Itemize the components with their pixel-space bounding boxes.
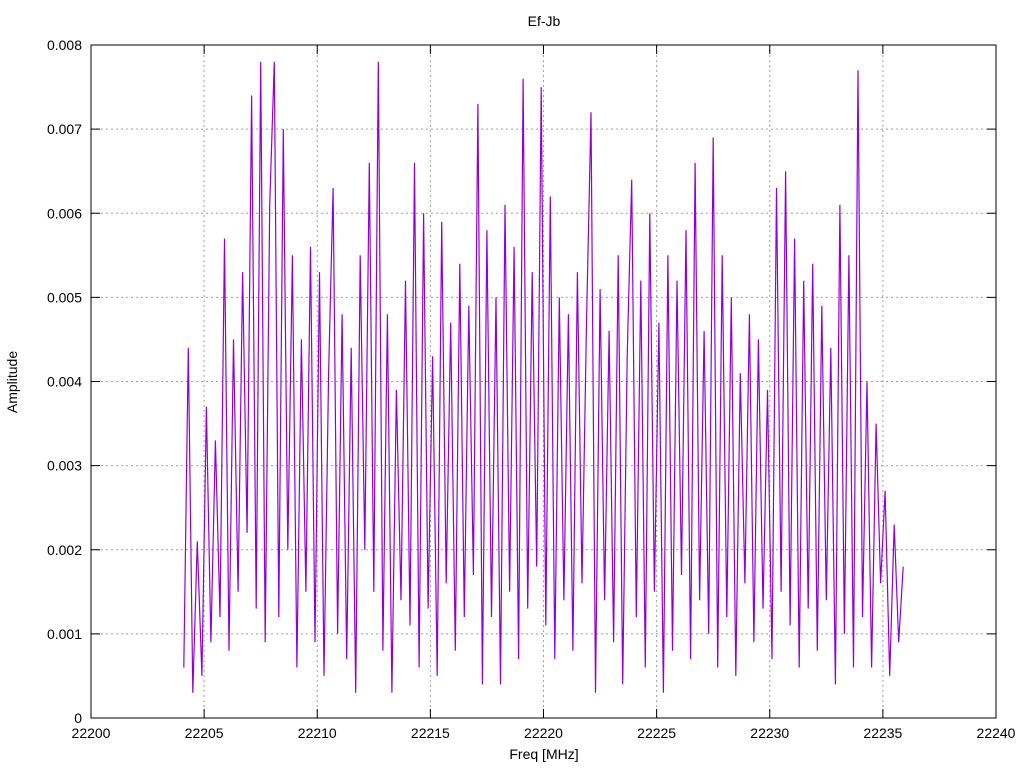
x-tick-label: 22200 (72, 725, 111, 741)
x-tick-label: 22220 (524, 725, 563, 741)
y-tick-label: 0.008 (47, 37, 82, 53)
x-tick-label: 22225 (637, 725, 676, 741)
y-tick-label: 0.001 (47, 626, 82, 642)
plot-frame (90, 44, 997, 719)
x-axis-label: Freq [MHz] (509, 746, 578, 762)
y-tick-label: 0.007 (47, 121, 82, 137)
y-tick-label: 0.003 (47, 458, 82, 474)
chart-title: Ef-Jb (528, 13, 561, 29)
y-tick-label: 0.006 (47, 205, 82, 221)
x-tick-label: 22235 (863, 725, 902, 741)
x-tick-label: 22230 (750, 725, 789, 741)
y-axis-label: Amplitude (4, 351, 20, 413)
x-tick-label: 22215 (411, 725, 450, 741)
x-tick-label: 22205 (185, 725, 224, 741)
series-group (183, 61, 904, 693)
ticks: 22200 22205 22210 22215 22220 22225 22230 22235… (47, 37, 1016, 741)
x-tick-label: 22240 (977, 725, 1016, 741)
y-tick-label: 0 (74, 710, 82, 726)
x-tick-label: 22210 (298, 725, 337, 741)
y-tick-label: 0.005 (47, 289, 82, 305)
series-line (183, 61, 904, 693)
y-tick-label: 0.004 (47, 374, 82, 390)
y-tick-label: 0.002 (47, 542, 82, 558)
